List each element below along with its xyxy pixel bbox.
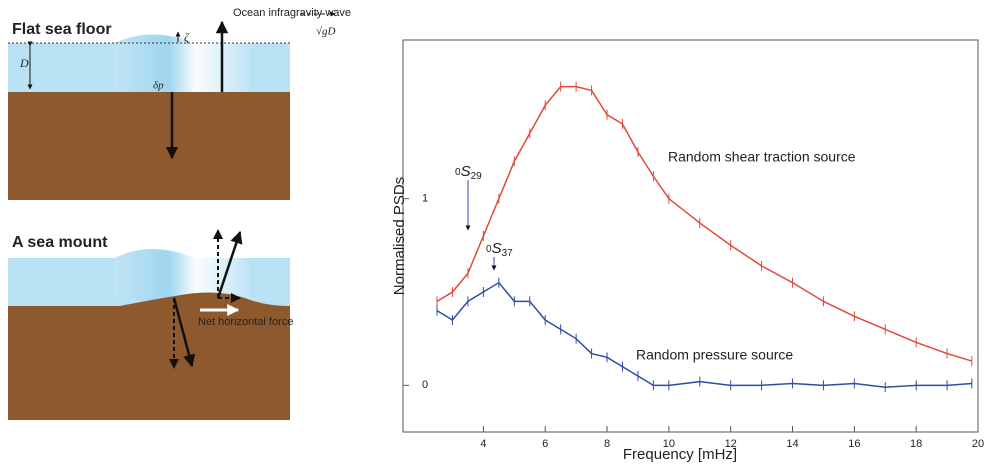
x-tick-label: 20 xyxy=(972,438,984,450)
label: δp xyxy=(153,80,164,92)
label: √gD xyxy=(316,26,336,38)
mode-label-symbol: S xyxy=(461,163,471,180)
y-tick-label: 0 xyxy=(422,379,428,391)
arrow xyxy=(216,230,243,299)
mode-label-index: 37 xyxy=(502,248,514,259)
x-tick-label: 6 xyxy=(542,438,548,450)
mode-label-index: 29 xyxy=(471,171,483,182)
arrow xyxy=(172,297,196,368)
series-line xyxy=(436,85,973,362)
series-label: Random shear traction source xyxy=(668,149,856,165)
label: Net horizontal force xyxy=(198,316,293,328)
x-tick-label: 8 xyxy=(604,438,610,450)
flat-diagram: Flat sea floor Ocean infragravity wave √… xyxy=(8,7,351,200)
x-tick-label: 12 xyxy=(725,438,737,450)
mode-label-prefix: 0 xyxy=(455,167,461,178)
x-tick-label: 16 xyxy=(848,438,860,450)
sea-floor xyxy=(8,292,290,420)
series-label: Random pressure source xyxy=(636,347,793,363)
label: D xyxy=(19,56,29,70)
plot-frame xyxy=(402,39,979,433)
series-line xyxy=(436,281,972,388)
mode-label-prefix: 0 xyxy=(486,244,492,255)
wave-bump xyxy=(115,249,250,300)
y-axis-label: Normalised PSDs xyxy=(391,177,408,295)
chart: Frequency [mHz] Normalised PSDs 4 6 8 10 12 1… xyxy=(391,39,984,463)
x-tick-label: 10 xyxy=(663,438,675,450)
wave-bump xyxy=(115,34,250,93)
mode-label: 0S37 xyxy=(486,240,513,259)
title: Flat sea floor xyxy=(12,21,112,38)
sea-floor xyxy=(8,92,290,200)
y-tick-label: 1 xyxy=(422,193,428,205)
x-tick-label: 4 xyxy=(480,438,486,450)
x-axis-label: Frequency [mHz] xyxy=(623,446,737,463)
title: A sea mount xyxy=(12,234,108,251)
label: Ocean infragravity wave xyxy=(233,7,351,19)
mode-label-symbol: S xyxy=(492,240,502,257)
seamount-diagram: A sea mount Net horizontal force xyxy=(8,229,293,420)
x-tick-label: 14 xyxy=(786,438,798,450)
x-tick-label: 18 xyxy=(910,438,922,450)
label: ζ xyxy=(184,30,190,44)
mode-label: 0S29 xyxy=(455,163,482,182)
